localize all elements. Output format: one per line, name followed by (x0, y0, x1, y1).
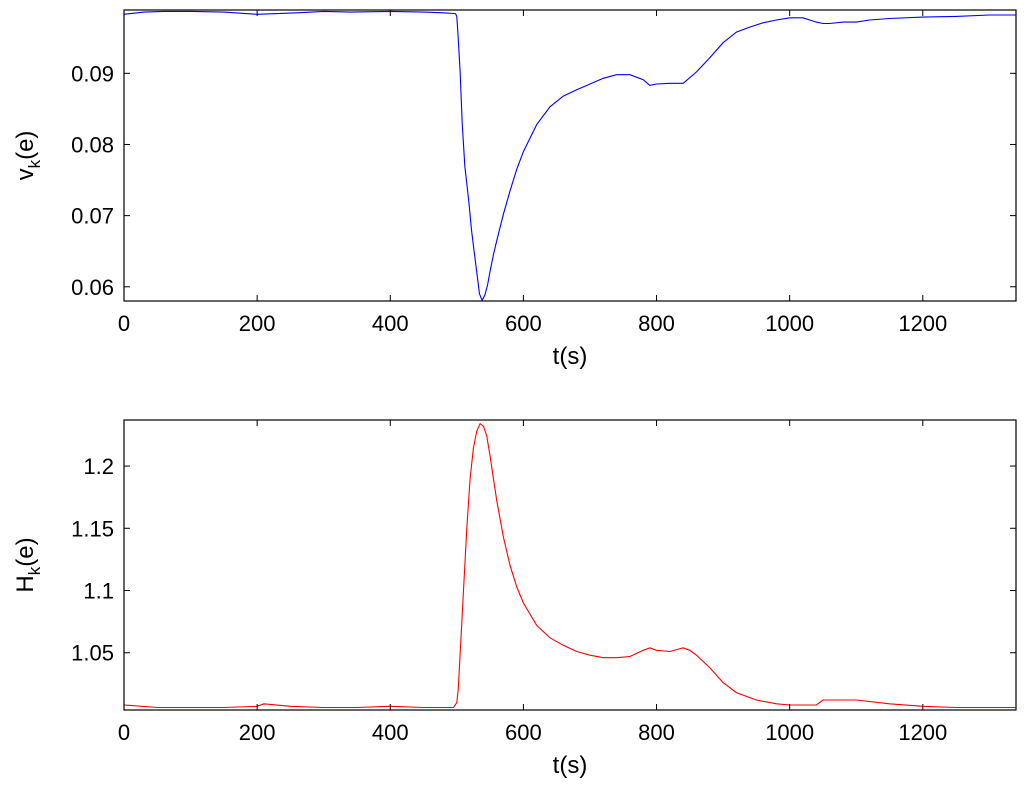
x-tick-label: 0 (118, 720, 130, 745)
x-tick-label: 0 (118, 311, 130, 336)
y-axis-label-main: v (12, 168, 39, 180)
x-tick-label: 1000 (765, 720, 814, 745)
y-tick-label: 1.15 (71, 516, 114, 541)
y-axis-label: vk(e) (12, 131, 44, 181)
x-tick-label: 400 (372, 311, 409, 336)
chart-panel-1: 0 200 400 600 800 1000 1200 0.06 0.07 0.08 0.09 t(s… (12, 9, 1017, 370)
y-axis-label-tail: (e) (12, 131, 39, 160)
series-line-2-1 (124, 422, 1016, 709)
y-axis-label-main: H (12, 575, 39, 592)
y-axis-label-subscript: k (25, 159, 44, 168)
y-tick-label: 1.05 (71, 641, 114, 666)
x-tick-label: 200 (239, 720, 276, 745)
series-line-1-1 (124, 10, 1016, 301)
x-tick-label: 800 (638, 311, 675, 336)
chart-panel-2: 0 200 400 600 800 1000 1200 1.05 1.1 1.15 1.2 t(s) H… (12, 419, 1017, 779)
plot-frame (123, 9, 1017, 302)
y-tick-label: 0.07 (71, 204, 114, 229)
x-tick-label: 1200 (898, 311, 947, 336)
y-axis-label-tail: (e) (12, 537, 39, 566)
y-tick-label: 0.08 (71, 132, 114, 157)
x-tick-label: 800 (638, 720, 675, 745)
x-tick-label: 1000 (765, 311, 814, 336)
y-tick-label: 0.06 (71, 275, 114, 300)
x-tick-label: 200 (239, 311, 276, 336)
y-tick-label: 0.09 (71, 61, 114, 86)
x-tick-label: 600 (505, 311, 542, 336)
x-tick-label: 600 (505, 720, 542, 745)
y-axis-label: Hk(e) (12, 537, 44, 592)
y-tick-label: 1.1 (83, 579, 114, 604)
x-axis-label: t(s) (553, 343, 588, 370)
plot-frame (123, 419, 1017, 711)
x-tick-label: 400 (372, 720, 409, 745)
x-axis-label: t(s) (553, 752, 588, 779)
y-tick-label: 1.2 (83, 454, 114, 479)
x-tick-label: 1200 (898, 720, 947, 745)
y-axis-label-subscript: k (25, 566, 44, 575)
